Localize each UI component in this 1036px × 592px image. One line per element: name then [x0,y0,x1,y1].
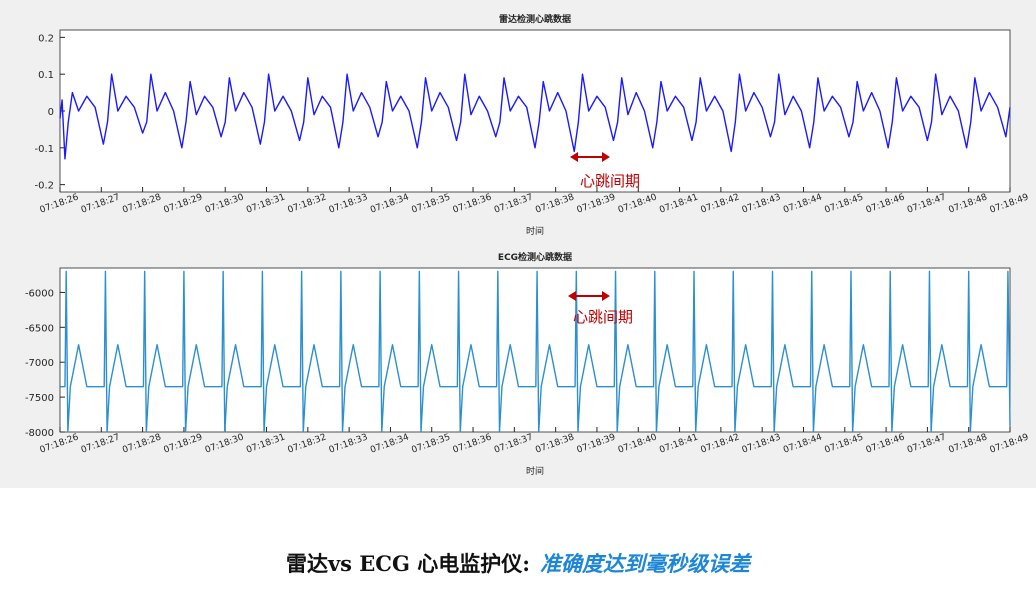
y-tick-label: -8000 [25,428,54,439]
arrow-head [570,152,610,162]
x-axis-label: 时间 [526,465,544,477]
y-tick-label: -7000 [25,358,54,369]
y-tick-label: 0.2 [38,33,54,44]
y-tick-label: -0.2 [34,181,54,192]
plot-area [59,29,1011,193]
y-tick-label: -0.1 [34,144,54,155]
annotation: 心跳间期 [580,172,640,190]
figure: 雷达检测心跳数据-0.2-0.100.10.207:18:26 07:18:27 0… [0,0,1036,488]
caption: 雷达vs ECG 心电监护仪: 准确度达到毫秒级误差 [0,548,1036,578]
data-line [59,73,1011,160]
y-tick-label: -6000 [25,288,54,299]
annotation: 心跳间期 [573,308,633,326]
data-line [60,270,1011,433]
x-axis-label: 时间 [526,225,544,237]
chart-title: 雷达检测心跳数据 [499,13,571,25]
chart-title: ECG检测心跳数据 [498,251,572,263]
y-tick-label: -7500 [25,393,54,404]
y-tick-label: 0 [48,107,54,118]
caption-left: 雷达vs ECG 心电监护仪: [285,551,531,576]
plot-area [59,267,1011,433]
caption-right: 准确度达到毫秒级误差 [540,551,751,576]
y-tick-label: -6500 [25,323,54,334]
y-tick-label: 0.1 [38,70,54,81]
